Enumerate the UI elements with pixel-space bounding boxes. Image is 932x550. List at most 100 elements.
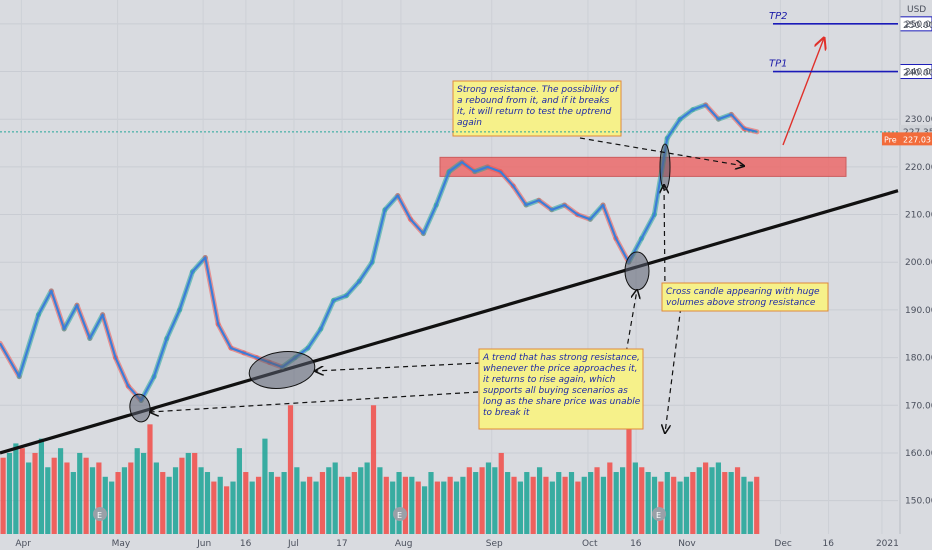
note-resistance bbox=[452, 80, 622, 137]
volume-bar bbox=[300, 481, 306, 534]
note-line: again bbox=[457, 118, 482, 128]
volume-bar bbox=[313, 481, 319, 534]
volume-bar bbox=[128, 462, 134, 534]
note-cross bbox=[661, 282, 829, 312]
volume-bar bbox=[619, 467, 626, 534]
y-tick-label: 160.00 bbox=[905, 449, 932, 459]
volume-bar bbox=[275, 476, 281, 534]
volume-bar bbox=[703, 462, 709, 534]
volume-bar bbox=[530, 476, 536, 534]
volume-bar bbox=[281, 472, 287, 534]
volume-bar bbox=[479, 467, 485, 534]
earnings-label: E bbox=[656, 511, 661, 520]
volume-bar bbox=[415, 481, 421, 534]
currency-label: USD bbox=[907, 5, 926, 15]
note-line: it, it will return to test the uptrend bbox=[457, 107, 612, 117]
volume-bar bbox=[696, 467, 702, 534]
volume-bar bbox=[249, 481, 255, 534]
y-tick-label: 200.00 bbox=[905, 258, 932, 268]
volume-bar bbox=[211, 481, 217, 534]
y-tick-label: 240.00 bbox=[905, 68, 932, 78]
volume-bar bbox=[38, 438, 45, 534]
dashed-arrow bbox=[315, 362, 481, 371]
volume-bar bbox=[466, 467, 472, 534]
x-tick-label: Dec bbox=[774, 539, 791, 549]
volume-bar bbox=[683, 476, 690, 534]
x-tick-label: Sep bbox=[486, 539, 503, 549]
volume-bar bbox=[134, 448, 140, 534]
volume-bars bbox=[0, 405, 760, 534]
volume-bar bbox=[236, 448, 242, 534]
volume-bar bbox=[581, 476, 587, 534]
volume-bar bbox=[556, 472, 562, 534]
volume-bar bbox=[453, 481, 460, 534]
volume-bar bbox=[121, 467, 128, 534]
note-line: volumes above strong resistance bbox=[666, 298, 816, 308]
volume-bar bbox=[217, 476, 223, 534]
x-tick-label: Aug bbox=[395, 539, 413, 549]
volume-bar bbox=[600, 476, 607, 534]
volume-bar bbox=[517, 481, 523, 534]
volume-bar bbox=[147, 424, 153, 534]
note-line: Strong resistance. The possibility of bbox=[457, 85, 620, 95]
note-line: to break it bbox=[483, 408, 530, 418]
volume-bar bbox=[307, 476, 313, 534]
volume-bar bbox=[19, 448, 25, 534]
earnings-badge bbox=[393, 507, 407, 521]
volume-bar bbox=[377, 467, 383, 534]
volume-bar bbox=[179, 457, 185, 534]
volume-bar bbox=[434, 481, 440, 534]
volume-bar bbox=[524, 472, 530, 534]
volume-bar bbox=[441, 481, 447, 534]
volume-bar bbox=[422, 486, 428, 534]
volume-bar bbox=[651, 476, 658, 534]
volume-bar bbox=[460, 476, 466, 534]
highlight-ellipse bbox=[129, 393, 151, 423]
x-tick-label: 2021 bbox=[876, 539, 899, 549]
volume-bar bbox=[0, 457, 6, 534]
volume-bar bbox=[485, 462, 492, 534]
volume-bar bbox=[645, 472, 651, 534]
volume-bar bbox=[204, 472, 211, 534]
volume-bar bbox=[690, 472, 696, 534]
y-tick-label: 150.00 bbox=[905, 497, 932, 507]
volume-bar bbox=[57, 448, 64, 534]
volume-bar bbox=[396, 472, 402, 534]
highlight-ellipse bbox=[659, 143, 671, 191]
volume-bar bbox=[172, 467, 179, 534]
volume-bar bbox=[115, 472, 121, 534]
volume-bar bbox=[13, 443, 19, 534]
y-tick-label: 230.00 bbox=[905, 115, 932, 125]
note-line: long as the share price was unable bbox=[483, 397, 641, 407]
volume-bar bbox=[536, 467, 543, 534]
volume-bar bbox=[390, 481, 396, 534]
dashed-arrow bbox=[579, 137, 744, 166]
volume-bar bbox=[498, 452, 504, 534]
volume-bar bbox=[568, 472, 575, 534]
annotation-arrows bbox=[150, 38, 824, 433]
volume-bar bbox=[268, 472, 274, 534]
volume-bar bbox=[102, 476, 108, 534]
earnings-label: E bbox=[97, 511, 102, 520]
x-tick-label: 16 bbox=[823, 539, 835, 549]
volume-bar bbox=[409, 476, 415, 534]
volume-bar bbox=[141, 452, 147, 534]
volume-bar bbox=[166, 476, 172, 534]
volume-bar bbox=[607, 462, 613, 534]
earnings-label: E bbox=[397, 511, 402, 520]
volume-bar bbox=[83, 457, 89, 534]
volume-bar bbox=[153, 462, 159, 534]
target-value-label: 240.00 bbox=[903, 69, 932, 79]
note-line: whenever the price approaches it, bbox=[483, 364, 637, 374]
volume-bar bbox=[543, 476, 549, 534]
x-tick-label: Apr bbox=[15, 539, 31, 549]
current-price-prefix: Pre bbox=[884, 135, 897, 144]
volume-bar bbox=[677, 481, 683, 534]
volume-bar bbox=[287, 405, 294, 534]
y-axis: 150.00 160.00 170.00 180.00 190.00 200.00 210.… bbox=[0, 0, 932, 534]
volume-bar bbox=[364, 462, 370, 534]
volume-bar bbox=[734, 467, 741, 534]
volume-bar bbox=[192, 452, 198, 534]
